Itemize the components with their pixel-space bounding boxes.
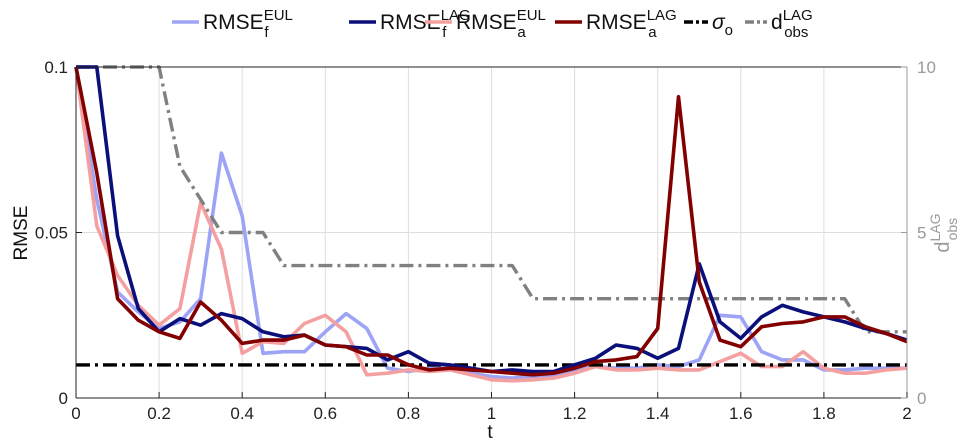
x-tick-label: 2: [902, 404, 911, 423]
series-line-2: [74, 66, 908, 383]
grid: [75, 66, 908, 399]
legend-item: dLAG obs: [745, 7, 813, 41]
legend-item: σo: [684, 11, 733, 39]
y-right-tick-label: 0: [917, 389, 926, 408]
legend-label: dLAG obs: [771, 7, 813, 41]
legend-label: RMSELAG a: [586, 7, 677, 41]
x-tick-label: 0.6: [313, 404, 337, 423]
x-tick-label: 0: [71, 404, 80, 423]
legend-label: RMSEEUL a: [456, 7, 546, 41]
legend-item: RMSEEUL a: [425, 7, 546, 41]
series-line-3: [74, 66, 908, 377]
x-tick-label: 1.4: [646, 404, 670, 423]
legend-label: RMSELAG f: [380, 7, 471, 41]
legend-item: RMSELAG a: [555, 7, 677, 41]
right-axis-label: dLAGobs: [927, 213, 960, 252]
legend-item: RMSEEUL f: [172, 7, 293, 41]
legend-label: σo: [712, 11, 733, 39]
y-tick-label: 0: [59, 389, 68, 408]
x-tick-label: 0.4: [230, 404, 254, 423]
series-lines: [74, 65, 908, 383]
y-right-tick-label: 10: [917, 58, 936, 77]
x-tick-label: 1.8: [812, 404, 836, 423]
legend-item: RMSELAG f: [349, 7, 471, 41]
x-tick-label: 0.8: [397, 404, 421, 423]
legend-label: RMSEEUL f: [203, 7, 293, 41]
x-axis-label: t: [487, 422, 493, 440]
y-axis-label: RMSE: [11, 206, 32, 261]
x-tick-label: 0.2: [147, 404, 171, 423]
series-line-0: [74, 66, 907, 380]
x-tick-label: 1.2: [563, 404, 587, 423]
y-tick-label: 0.05: [35, 224, 68, 243]
x-tick-label: 1.6: [729, 404, 753, 423]
right-axis-label-text: dLAGobs: [927, 213, 960, 252]
y-right-tick-label: 5: [917, 224, 926, 243]
y-tick-label: 0.1: [44, 58, 68, 77]
x-tick-label: 1: [487, 404, 496, 423]
series-line-5: [76, 65, 907, 334]
legend: RMSEEUL f RMSELAG f RMSEEUL a RMSELAG a σo dLAG ob…: [172, 7, 813, 41]
